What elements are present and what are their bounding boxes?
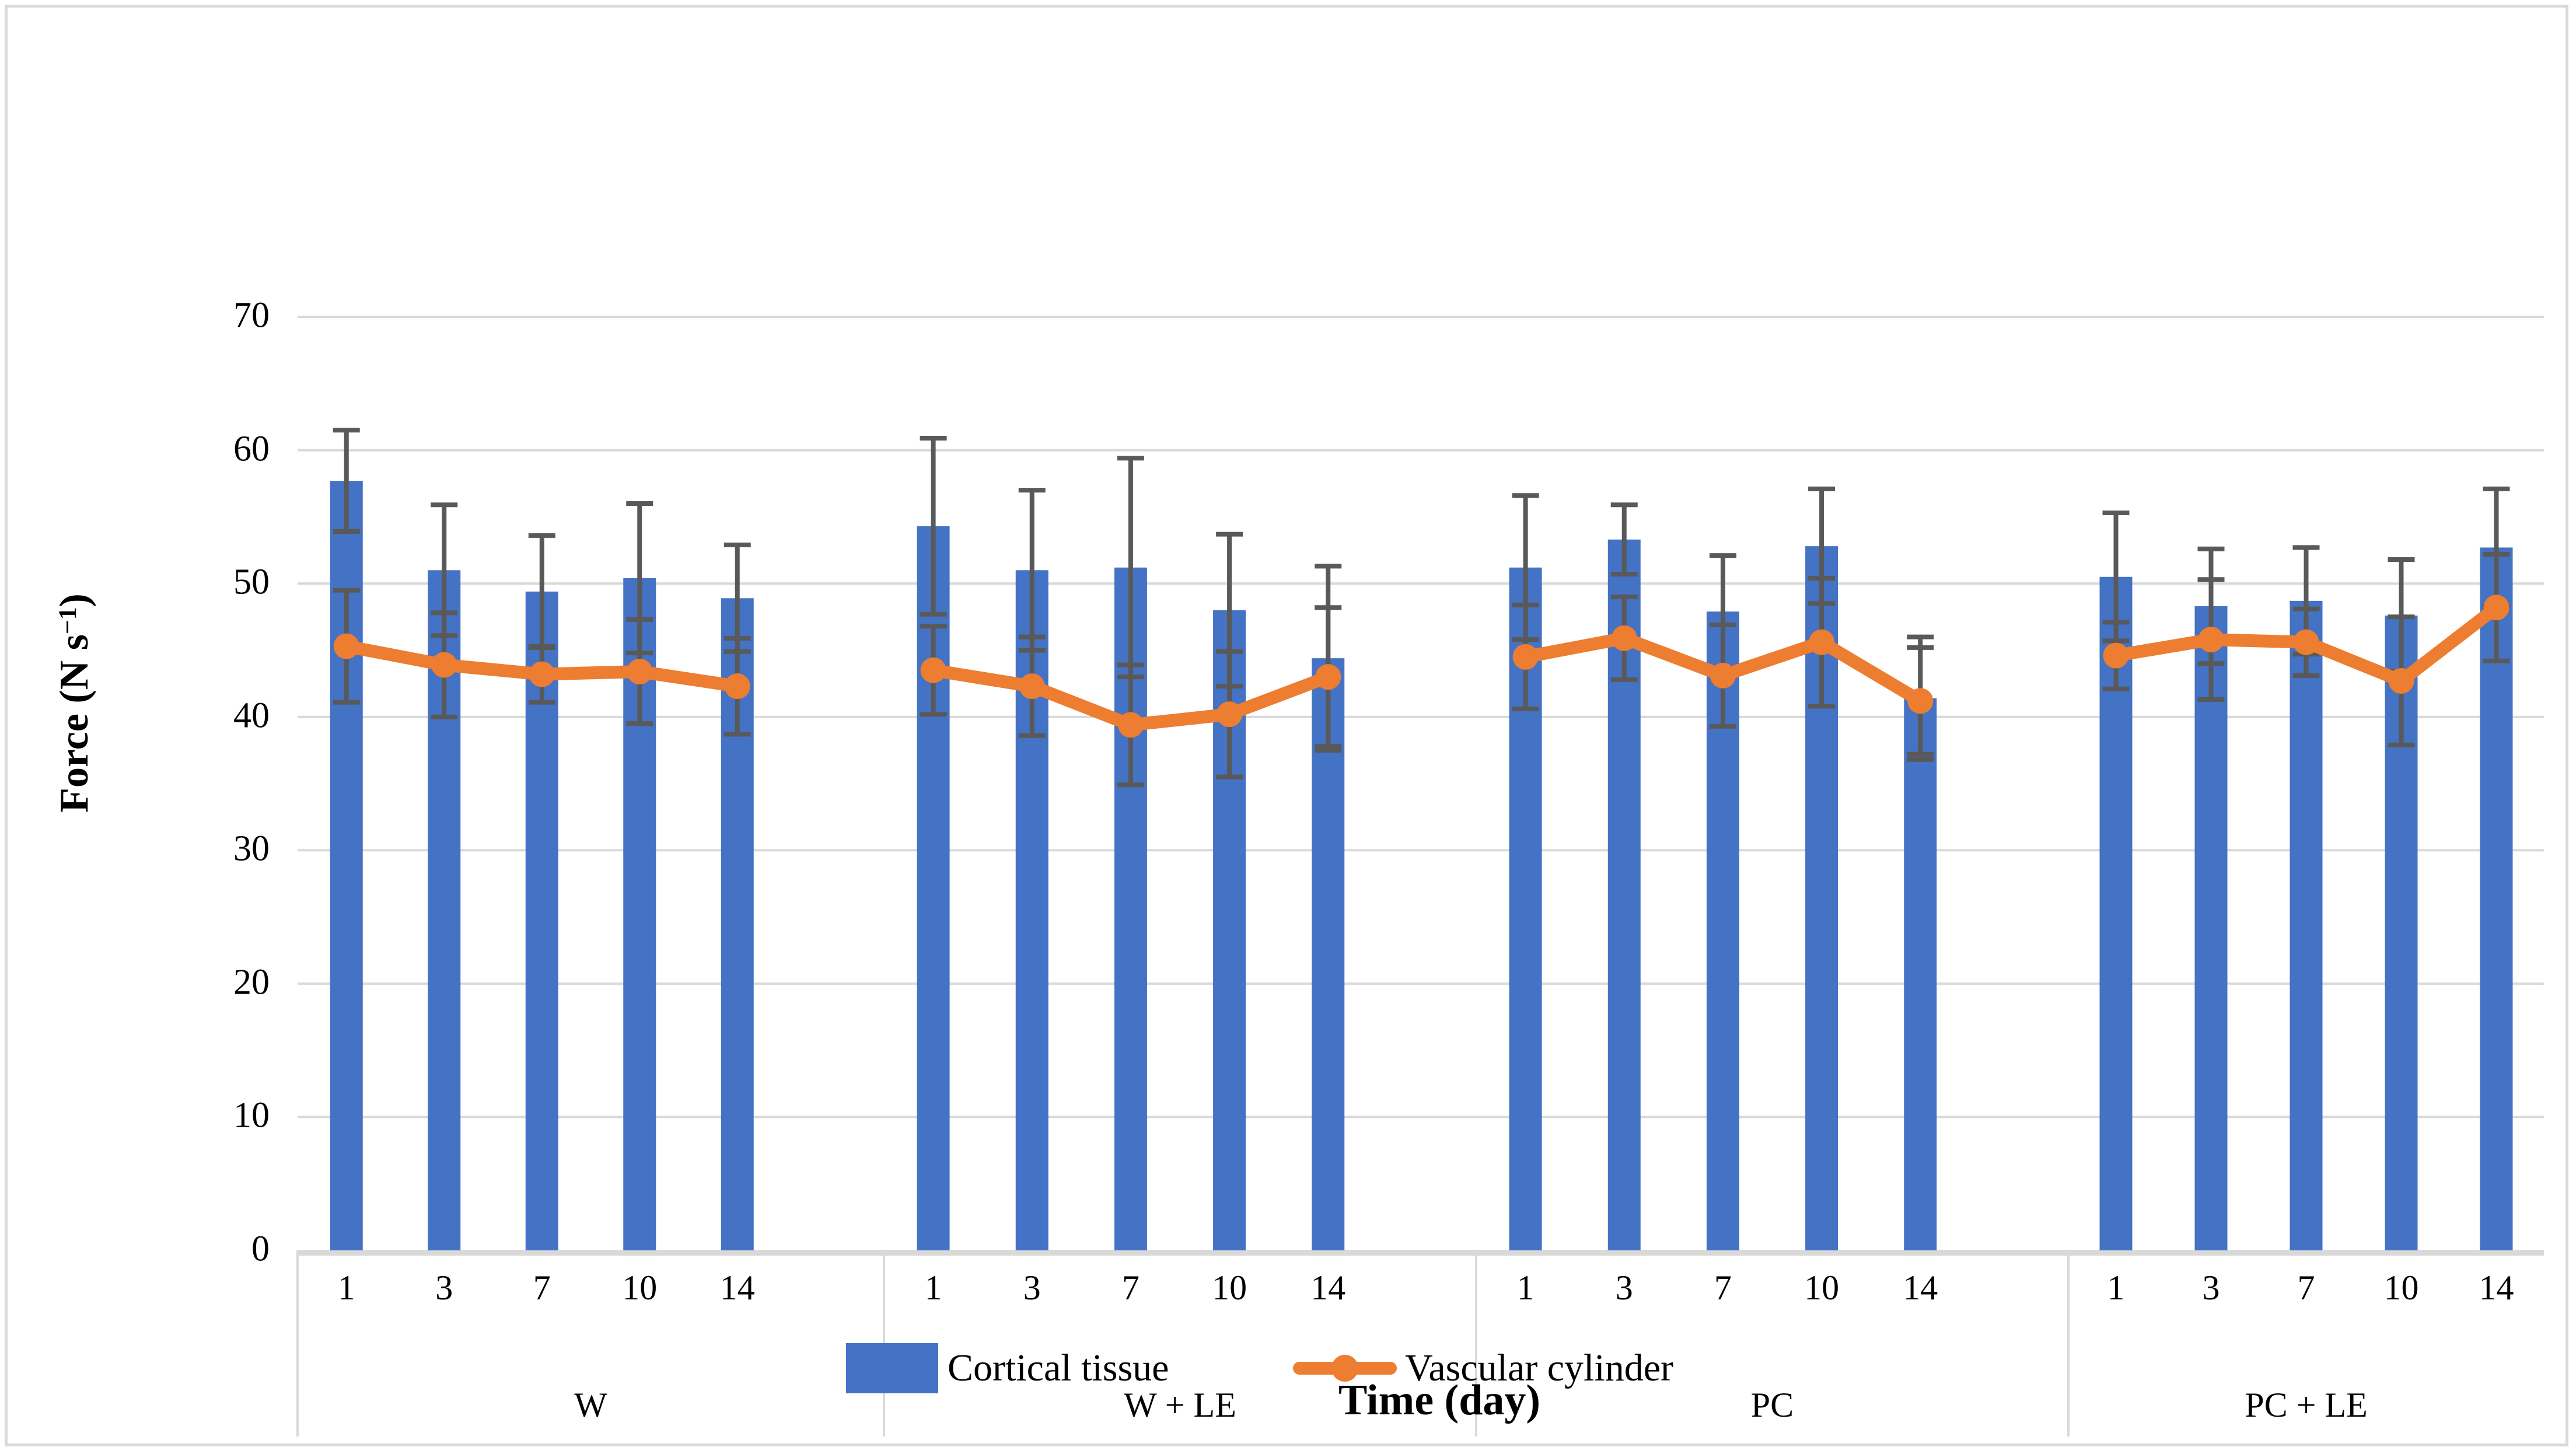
- x-tick-label-day: 3: [1023, 1268, 1041, 1307]
- x-tick-label-day: 3: [2202, 1268, 2220, 1307]
- marker-vascular-cylinder: [627, 659, 653, 684]
- legend-bar-swatch-icon: [846, 1343, 938, 1393]
- x-tick-label-day: 1: [1516, 1268, 1535, 1307]
- marker-vascular-cylinder: [1117, 712, 1144, 738]
- bar-cortical-tissue: [1312, 658, 1345, 1250]
- x-tick-label-day: 14: [2479, 1268, 2514, 1307]
- x-axis-title: Time (day): [1338, 1376, 1541, 1424]
- marker-vascular-cylinder: [333, 633, 359, 659]
- marker-vascular-cylinder: [2293, 629, 2319, 655]
- x-tick-label-day: 7: [1714, 1268, 1732, 1307]
- legend-label-vascular-cylinder: Vascular cylinder: [1405, 1347, 1673, 1389]
- figure-border: [5, 5, 2568, 1446]
- x-tick-label-day: 3: [1615, 1268, 1633, 1307]
- group-label-W: W: [574, 1386, 607, 1424]
- marker-vascular-cylinder: [2103, 642, 2129, 669]
- x-tick-label-day: 10: [1804, 1268, 1840, 1307]
- y-tick-label-50: 50: [233, 562, 270, 602]
- x-tick-label-day: 3: [435, 1268, 453, 1307]
- x-tick-label-day: 1: [2107, 1268, 2125, 1307]
- x-tick-label-day: 1: [337, 1268, 355, 1307]
- x-tick-label-day: 7: [533, 1268, 551, 1307]
- y-tick-label-40: 40: [233, 695, 270, 736]
- x-tick-label-day: 10: [2383, 1268, 2419, 1307]
- y-tick-label-70: 70: [233, 295, 270, 335]
- x-tick-label-day: 1: [924, 1268, 942, 1307]
- group-label-PC: PC: [1750, 1386, 1794, 1424]
- y-axis-title-superscript: −1: [54, 607, 82, 634]
- legend-circle-marker-icon: [1331, 1355, 1358, 1382]
- marker-vascular-cylinder: [1512, 644, 1539, 670]
- marker-vascular-cylinder: [431, 652, 457, 678]
- y-tick-label-20: 20: [233, 962, 270, 1002]
- x-tick-label-day: 14: [1903, 1268, 1938, 1307]
- group-label-PC+LE: PC + LE: [2245, 1386, 2368, 1424]
- marker-vascular-cylinder: [1019, 673, 1045, 700]
- marker-vascular-cylinder: [1217, 701, 1243, 728]
- legend-line-circle-icon: [1293, 1351, 1397, 1386]
- marker-vascular-cylinder: [2198, 627, 2224, 653]
- marker-vascular-cylinder: [1315, 664, 1341, 690]
- bar-cortical-tissue: [1904, 698, 1937, 1250]
- marker-vascular-cylinder: [1907, 688, 1934, 714]
- legend-item-vascular-cylinder: Vascular cylinder: [1293, 1349, 1673, 1387]
- y-tick-label-10: 10: [233, 1095, 270, 1135]
- bar-cortical-tissue: [2290, 600, 2323, 1250]
- marker-vascular-cylinder: [1611, 625, 1637, 651]
- legend-label-cortical-tissue: Cortical tissue: [948, 1347, 1169, 1389]
- x-tick-label-day: 10: [622, 1268, 658, 1307]
- y-tick-label-0: 0: [251, 1229, 270, 1269]
- x-tick-label-day: 7: [2297, 1268, 2315, 1307]
- y-axis-title-text: Force (N s: [52, 634, 97, 813]
- bar-cortical-tissue: [2194, 606, 2228, 1250]
- marker-vascular-cylinder: [920, 657, 946, 683]
- x-tick-label-day: 14: [719, 1268, 755, 1307]
- x-tick-label-day: 10: [1212, 1268, 1247, 1307]
- y-axis-title-close: ): [52, 593, 97, 607]
- bar-cortical-tissue: [2480, 547, 2513, 1250]
- x-tick-label-day: 7: [1121, 1268, 1140, 1307]
- marker-vascular-cylinder: [1710, 662, 1736, 688]
- marker-vascular-cylinder: [2483, 595, 2509, 621]
- legend-item-cortical-tissue: Cortical tissue: [846, 1343, 1169, 1393]
- marker-vascular-cylinder: [2388, 668, 2414, 694]
- marker-vascular-cylinder: [529, 661, 555, 687]
- marker-vascular-cylinder: [1809, 629, 1835, 655]
- y-tick-label-60: 60: [233, 429, 270, 469]
- group-label-W+LE: W + LE: [1124, 1386, 1236, 1424]
- y-axis-title: Force (N s−1): [52, 593, 97, 813]
- x-tick-label-day: 14: [1310, 1268, 1346, 1307]
- y-tick-label-30: 30: [233, 829, 270, 869]
- marker-vascular-cylinder: [724, 673, 750, 700]
